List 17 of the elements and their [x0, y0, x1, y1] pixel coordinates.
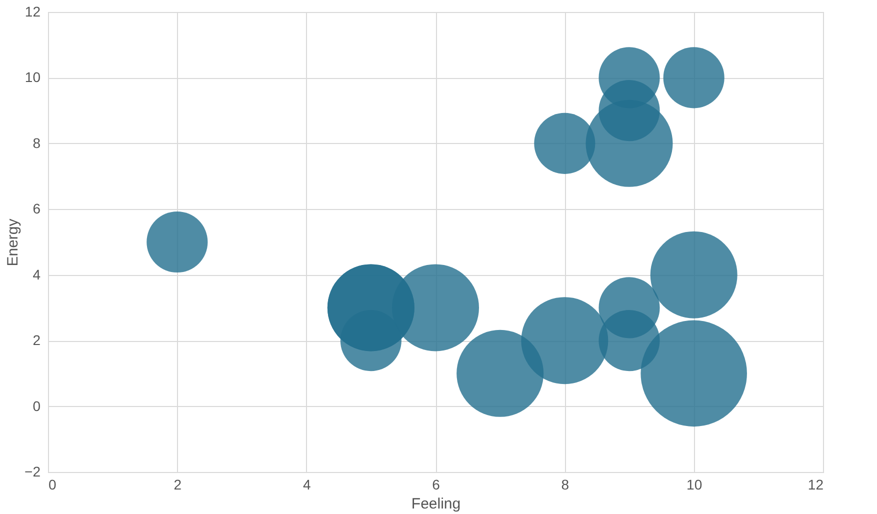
y-tick-label: 2	[32, 332, 41, 348]
y-tick-label: −2	[24, 464, 41, 480]
y-tick-label: 10	[24, 69, 41, 86]
y-tick-label: 0	[32, 398, 41, 414]
x-tick-label: 10	[686, 476, 702, 492]
y-axis-title: Energy	[4, 218, 22, 266]
y-tick-label: 4	[32, 266, 41, 282]
x-tick-label: 4	[302, 476, 311, 492]
x-tick-label: 6	[432, 476, 440, 492]
x-tick-label: 2	[174, 476, 182, 492]
x-tick-label: 8	[561, 476, 570, 492]
y-tick-label: 6	[32, 200, 41, 217]
y-tick-label: 12	[24, 4, 41, 20]
x-tick-label: 12	[808, 476, 824, 492]
x-tick-label: 0	[48, 476, 56, 492]
x-axis-title: Feeling	[411, 496, 461, 512]
y-tick-label: 8	[32, 134, 41, 151]
